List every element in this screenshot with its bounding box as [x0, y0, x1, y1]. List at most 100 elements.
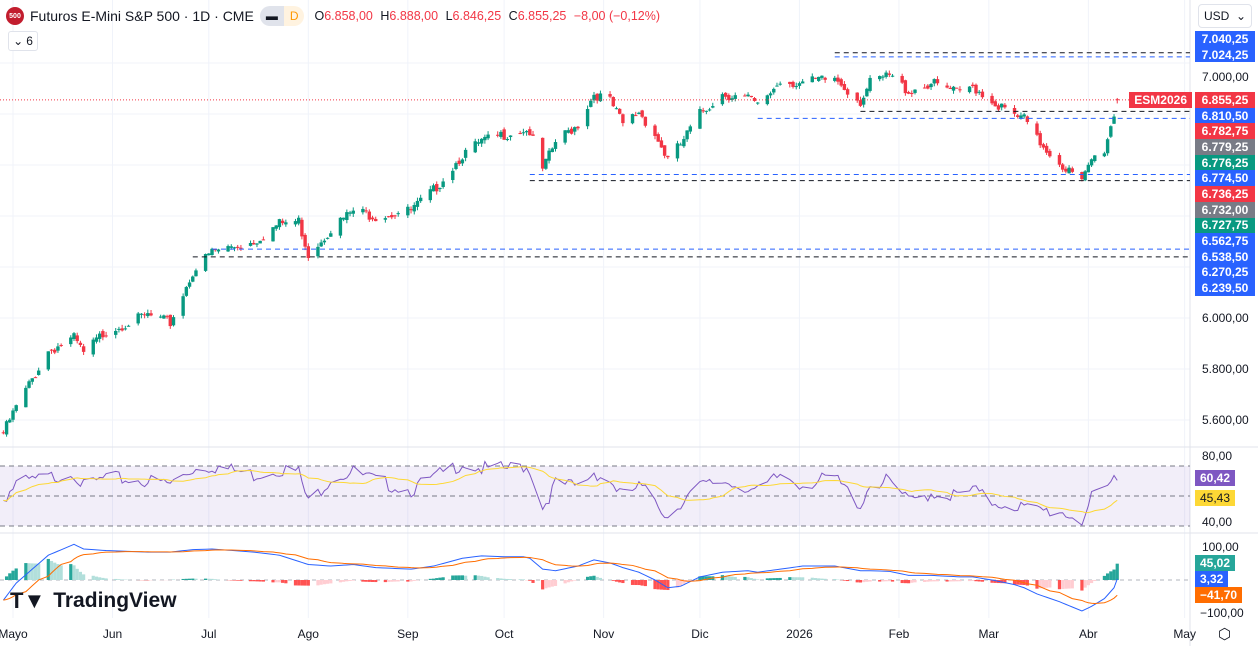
macd-histogram-bar	[1083, 580, 1087, 588]
candle-body	[81, 346, 86, 352]
candle-body	[752, 97, 757, 101]
settings-icon[interactable]: ⬡	[1218, 626, 1232, 643]
macd-histogram-bar	[232, 580, 237, 581]
candle-body	[608, 94, 612, 97]
macd-histogram-bar	[643, 580, 647, 587]
macd-histogram-bar	[733, 576, 737, 580]
macd-histogram-bar	[913, 580, 917, 583]
candle-body	[858, 100, 863, 106]
candle-body	[611, 97, 615, 107]
macd-histogram-bar	[30, 563, 34, 580]
interval-badge[interactable]: ▬ D	[259, 6, 305, 26]
tradingview-watermark[interactable]: T▼ TradingView	[10, 588, 177, 613]
macd-histogram-bar	[1048, 580, 1052, 588]
candle-body	[1003, 104, 1007, 108]
candle-body	[33, 377, 38, 379]
candle-body	[932, 79, 936, 84]
macd-histogram-bar	[865, 580, 869, 582]
candle-body	[881, 76, 885, 78]
macd-histogram-bar	[544, 580, 548, 589]
macd-histogram-bar	[569, 580, 574, 582]
macd-histogram-bar	[4, 576, 9, 580]
candle-body	[370, 217, 375, 220]
macd-histogram-bar	[518, 579, 522, 580]
price-tag: 6.774,50	[1195, 170, 1255, 187]
candle-body	[595, 93, 599, 101]
macd-histogram-bar	[1080, 580, 1084, 591]
macd-histogram-bar	[460, 575, 464, 580]
candle-body	[573, 127, 577, 132]
candle-body	[36, 370, 41, 375]
macd-histogram-bar	[8, 573, 12, 580]
candle-body	[1105, 139, 1110, 154]
macd-histogram-bar	[868, 580, 872, 582]
indicator-value-tag: 60,42	[1195, 470, 1236, 486]
candle-body	[951, 86, 956, 91]
tradingview-logo-icon: T▼	[10, 588, 46, 613]
macd-histogram-bar	[820, 578, 824, 580]
candle-body	[707, 109, 712, 111]
candle-body	[72, 333, 76, 339]
candle-body	[476, 142, 481, 144]
candle-body	[585, 109, 590, 127]
candle-body	[78, 342, 83, 345]
macd-line	[2, 543, 1118, 612]
candle-body	[258, 240, 262, 244]
macd-histogram-bar	[971, 580, 975, 581]
indicators-collapse-button[interactable]: ⌄ 6	[8, 31, 38, 51]
macd-histogram-bar	[772, 578, 776, 580]
candle-body	[300, 219, 304, 237]
candle-body	[833, 77, 837, 81]
macd-histogram-bar	[75, 568, 79, 580]
macd-histogram-bar	[46, 558, 50, 580]
macd-histogram-bar	[319, 580, 323, 585]
currency-select[interactable]: USD ⌄	[1198, 4, 1252, 28]
candle-body	[341, 217, 346, 220]
candle-body	[274, 225, 278, 229]
candle-body	[640, 110, 644, 117]
macd-histogram-bar	[342, 580, 346, 582]
candle-body	[531, 134, 535, 136]
candle-body	[617, 108, 622, 114]
macd-histogram-bar	[730, 576, 734, 580]
candle-body	[656, 134, 660, 142]
macd-histogram-bar	[345, 580, 349, 582]
macd-histogram-bar	[666, 580, 670, 591]
macd-histogram-bar	[210, 578, 214, 580]
candle-body	[948, 87, 953, 90]
candle-body	[1070, 168, 1074, 172]
candle-body	[184, 287, 189, 296]
candle-body	[142, 314, 147, 316]
macd-histogram-bar	[768, 578, 773, 580]
candle-body	[351, 210, 355, 214]
candle-body	[252, 242, 256, 245]
candle-body	[123, 328, 128, 330]
candle-body	[775, 85, 779, 87]
macd-histogram-bar	[704, 576, 708, 580]
macd-histogram-bar	[261, 580, 265, 582]
candle-body	[698, 108, 702, 129]
symbol-title[interactable]: Futuros E-Mini S&P 500 · 1D · CME	[30, 8, 254, 24]
candle-body	[980, 91, 985, 98]
macd-histogram-bar	[1045, 580, 1049, 588]
macd-histogram-bar	[1067, 580, 1071, 589]
candle-body	[457, 160, 461, 164]
macd-histogram-bar	[1070, 580, 1074, 589]
macd-histogram-bar	[977, 580, 981, 582]
candle-body	[171, 317, 176, 326]
candle-body	[540, 137, 545, 169]
candle-body	[499, 131, 503, 137]
macd-histogram-bar	[563, 580, 567, 584]
macd-histogram-bar	[900, 580, 904, 584]
macd-histogram-bar	[306, 580, 310, 586]
signal-line	[3, 549, 1118, 604]
macd-histogram-bar	[929, 580, 933, 582]
macd-histogram-bar	[281, 580, 285, 583]
indicator-value-tag: 3,32	[1195, 571, 1229, 587]
macd-histogram-bar	[521, 579, 525, 580]
candle-body	[139, 313, 144, 315]
candle-body	[496, 134, 500, 136]
candle-body	[1102, 153, 1107, 157]
macd-histogram-bar	[338, 580, 343, 583]
